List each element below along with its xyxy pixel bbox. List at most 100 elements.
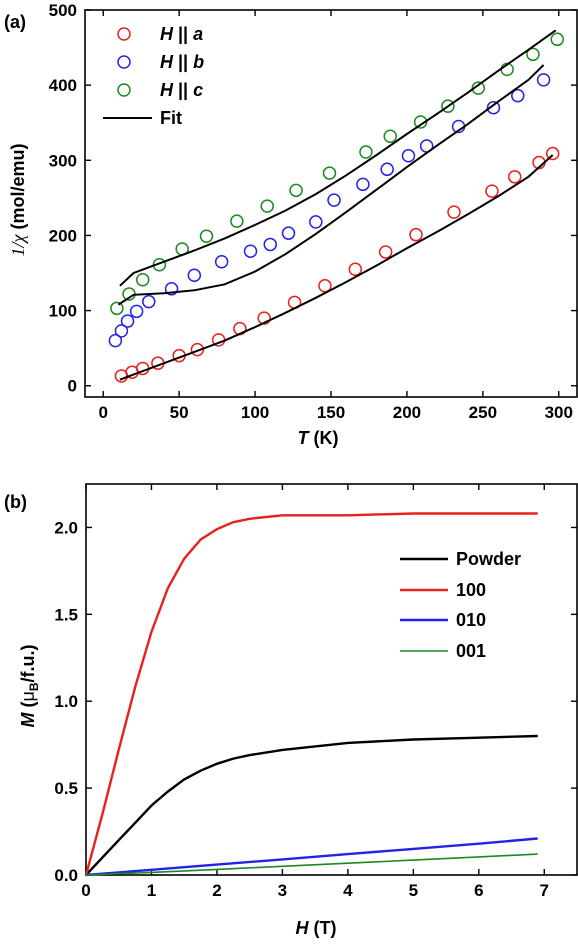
panel-a-point-h-b [511,88,525,103]
panel-a-point-h-c [526,47,540,62]
panel-a-x-tick-label: 150 [317,403,345,422]
panel-a-point-h-b [243,244,258,258]
panel-b-x-tick-label: 2 [212,881,221,900]
panel-b-chart: (b) 0 1 2 3 4 5 6 7 0.0 0.5 1.0 1.5 2.0 Powder 100 0… [4,483,578,938]
legend-marker-h-b [117,55,131,69]
panel-a-point-h-c [359,145,373,159]
panel-a-x-tick-label: 50 [170,403,189,422]
panel-a-point-h-a [507,170,522,184]
legend-label-001: 001 [456,641,486,661]
panel-a-point-h-b [142,294,156,309]
panel-a-point-h-b [108,333,123,348]
panel-a-point-h-a [318,279,332,293]
panel-a-point-h-a [545,146,560,161]
panel-a-point-h-c [471,81,486,95]
panel-a-y-tick-label: 100 [49,302,77,321]
panel-b-y-tick-label: 2.0 [54,518,78,537]
panel-a-point-h-c [199,229,214,243]
panel-a-point-h-c [260,199,274,213]
panel-a-point-h-c [230,214,244,228]
panel-b-legend: Powder 100 010 001 [400,549,521,661]
panel-b-plot-frame [85,483,578,876]
panel-a-point-h-b [120,314,135,328]
panel-a-fit-line-1 [119,154,554,381]
panel-a-point-h-c [550,32,565,47]
legend-marker-h-c [117,83,131,97]
panel-a-ticks: 0 50 100 150 200 250 300 0 100 200 300 400 500 [49,1,577,422]
panel-b-ticks: 0 1 2 3 4 5 6 7 0.0 0.5 1.0 1.5 2.0 [54,484,577,900]
panel-b-y-tick-label: 0.5 [54,779,78,798]
legend-label-h-b: H || b [160,52,204,72]
panel-a-point-h-b [164,282,179,296]
panel-a-x-tick-label: 100 [241,403,269,422]
panel-b-line-powder [85,734,538,876]
panel-b-x-tick-label: 4 [343,881,353,900]
panel-b-series [84,512,538,877]
panel-a-label: (a) [4,12,26,32]
panel-a-point-h-b [401,149,416,163]
panel-a-point-h-b [486,100,501,115]
panel-a-y-tick-label: 200 [49,226,77,245]
panel-a-point-h-b [129,304,144,319]
panel-a-point-h-c [289,183,303,198]
panel-a-y-tick-label: 500 [49,1,77,20]
panel-a-point-h-a [348,262,363,277]
panel-b-x-tick-label: 7 [540,881,549,900]
panel-b-line-100 [84,512,538,876]
panel-a-y-axis-label: 1/χ (mol/emu) [8,144,28,257]
panel-b-x-axis-label: H (T) [296,918,337,938]
panel-a-y-tick-label: 300 [49,151,77,170]
panel-a-point-h-c [383,129,397,143]
panel-a-point-h-c [441,99,455,113]
panel-a-point-h-b [356,177,370,192]
panel-b-x-tick-label: 5 [409,881,418,900]
panel-a-point-h-a [447,205,461,219]
panel-a-x-tick-label: 200 [393,403,421,422]
panel-a-point-h-c [322,166,337,180]
panel-a-fit-line-2 [117,64,545,306]
legend-label-powder: Powder [456,549,521,569]
legend-label-h-c: H || c [160,80,203,100]
panel-b-label: (b) [4,492,27,512]
panel-a-point-h-b [114,324,129,338]
panel-a-point-h-a [190,342,205,357]
panel-a-point-h-b [327,193,341,207]
panel-a-y-tick-label: 400 [49,76,77,95]
panel-b-y-tick-label: 0.0 [54,866,78,885]
panel-b-line-010 [85,837,538,877]
panel-a-point-h-a [409,227,423,242]
legend-label-100: 100 [456,580,486,600]
panel-a-point-h-b [187,268,202,283]
panel-b-y-axis-label: M (μB/f.u.) [18,644,41,727]
panel-a-point-h-b [536,73,551,87]
panel-b-x-tick-label: 0 [81,881,90,900]
panel-a-x-tick-label: 300 [545,403,573,422]
panel-b-y-tick-label: 1.0 [54,692,78,711]
panel-a-point-h-b [380,162,394,177]
panel-a-x-axis-label: T (K) [298,428,339,448]
panel-a-point-h-b [214,254,229,269]
panel-a-point-h-c [135,273,150,287]
panel-a-legend: H || a H || b H || c Fit [103,24,204,128]
panel-a-y-tick-label: 0 [68,377,77,396]
panel-b-frame [85,483,578,876]
legend-label-h-a: H || a [160,24,203,44]
panel-a-fit-line-3 [119,29,557,287]
panel-a-point-h-b [281,226,296,240]
panel-a-point-h-a [257,311,271,325]
panel-b-line-001 [85,853,538,876]
panel-b-x-tick-label: 6 [474,881,483,900]
legend-label-fit: Fit [160,108,182,128]
panel-a-point-h-a [485,184,499,198]
panel-a-point-h-b [309,215,323,229]
panel-a-x-tick-label: 250 [469,403,497,422]
panel-a-point-h-c [110,301,124,316]
panel-a-point-h-b [263,237,278,252]
panel-b-y-tick-label: 1.5 [54,605,78,624]
panel-a-series [108,29,565,383]
legend-label-010: 010 [456,610,486,630]
panel-b-x-tick-label: 1 [147,881,156,900]
panel-a-chart: (a) 0 50 100 150 200 250 300 0 100 200 300 400 500 H… [4,1,578,448]
panel-b-x-tick-label: 3 [278,881,287,900]
